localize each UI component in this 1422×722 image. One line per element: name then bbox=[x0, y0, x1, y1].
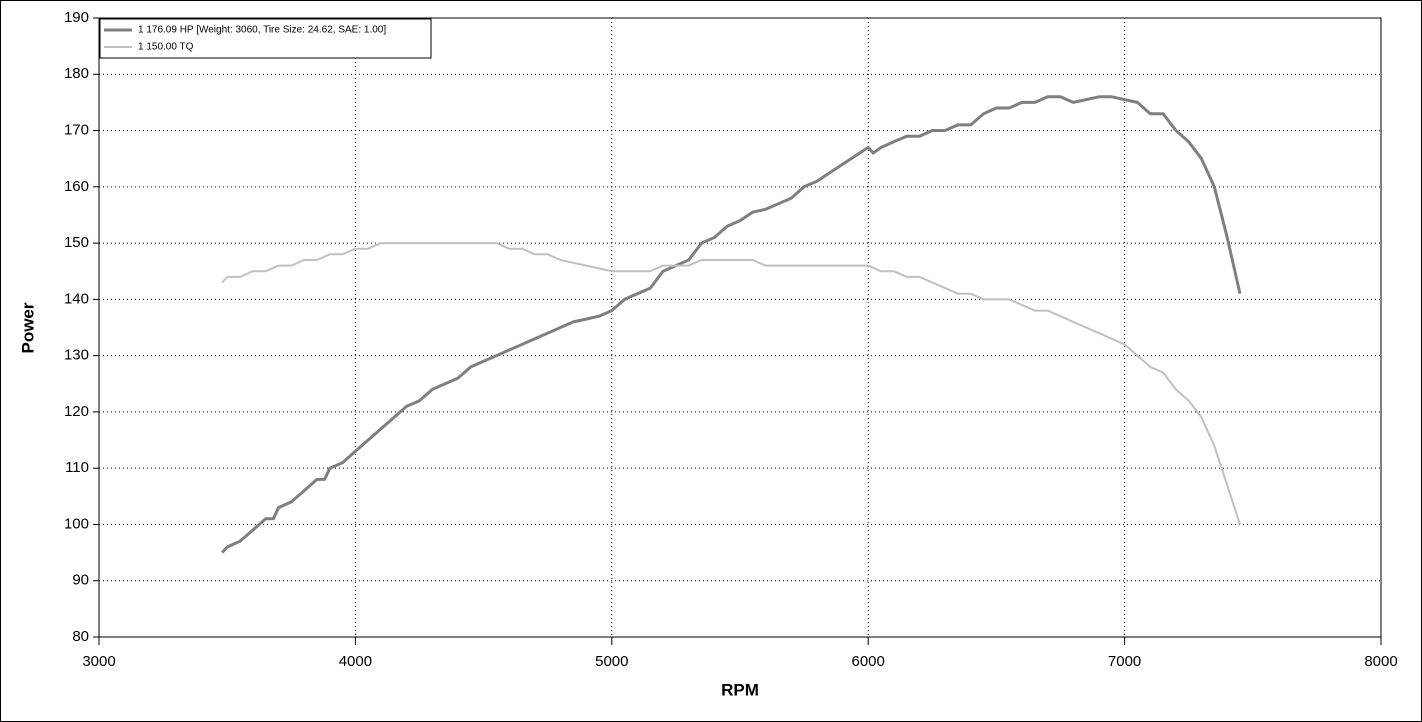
y-tick-label: 170 bbox=[64, 122, 89, 139]
x-axis-title: RPM bbox=[721, 680, 759, 699]
legend-label: 1 176.09 HP [Weight: 3060, Tire Size: 24… bbox=[138, 25, 386, 36]
x-tick-label: 7000 bbox=[1108, 653, 1141, 670]
plot-area bbox=[99, 18, 1381, 637]
x-tick-label: 3000 bbox=[82, 653, 115, 670]
legend-box bbox=[99, 18, 432, 59]
y-tick-label: 100 bbox=[64, 515, 89, 532]
y-tick-label: 190 bbox=[64, 9, 89, 26]
series-line bbox=[220, 95, 1242, 554]
y-tick-label: 160 bbox=[64, 178, 89, 195]
y-tick-label: 150 bbox=[64, 234, 89, 251]
x-tick-label: 4000 bbox=[339, 653, 372, 670]
y-tick-label: 180 bbox=[64, 65, 89, 82]
x-tick-label: 8000 bbox=[1364, 653, 1397, 670]
y-tick-label: 110 bbox=[65, 459, 89, 476]
legend-label: 1 150.00 TQ bbox=[138, 42, 194, 53]
y-tick-label: 130 bbox=[64, 347, 89, 364]
y-tick-label: 80 bbox=[72, 628, 89, 645]
x-tick-label: 6000 bbox=[852, 653, 885, 670]
x-tick-label: 5000 bbox=[595, 653, 628, 670]
y-axis-title: Power bbox=[18, 302, 37, 353]
plot-border bbox=[98, 17, 1382, 638]
y-tick-label: 140 bbox=[64, 290, 89, 307]
y-tick-label: 90 bbox=[72, 572, 89, 589]
series-line bbox=[221, 242, 1241, 525]
y-tick-label: 120 bbox=[64, 403, 89, 420]
